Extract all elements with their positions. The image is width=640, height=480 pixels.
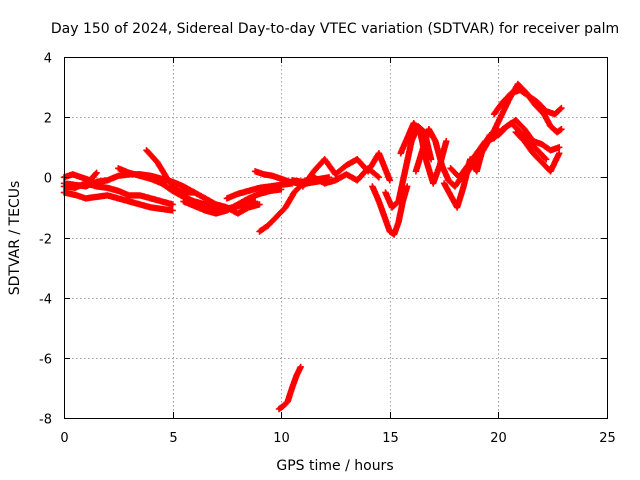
series-arc-25 bbox=[527, 95, 565, 136]
y-axis-label: SDTVAR / TECUs bbox=[7, 181, 23, 296]
y-tick-label: -6 bbox=[39, 353, 52, 368]
x-tick-label: 0 bbox=[60, 431, 68, 446]
data-point-markers bbox=[527, 95, 565, 136]
data-markers bbox=[60, 80, 565, 413]
series-arc-10 bbox=[223, 180, 296, 202]
x-tick-label: 25 bbox=[599, 431, 616, 446]
data-point-markers bbox=[180, 186, 285, 217]
series-arc-12 bbox=[275, 363, 304, 413]
data-point-markers bbox=[288, 165, 383, 187]
x-tick-label: 20 bbox=[490, 431, 507, 446]
x-tick-label: 15 bbox=[382, 431, 399, 446]
grid bbox=[64, 57, 607, 418]
x-tick-label: 5 bbox=[169, 431, 177, 446]
axis-ticks: 0 5 10 15 20 25 -8 -6 -4 -2 0 2 4 bbox=[39, 52, 616, 447]
series-arc-18 bbox=[412, 126, 465, 190]
y-tick-label: -4 bbox=[39, 293, 52, 308]
data-point-markers bbox=[412, 126, 465, 190]
y-tick-label: -8 bbox=[39, 413, 52, 428]
series-arc-23 bbox=[495, 117, 563, 154]
y-tick-label: 4 bbox=[44, 52, 52, 67]
x-axis-label: GPS time / hours bbox=[276, 458, 393, 474]
series-arc-14 bbox=[288, 165, 383, 187]
chart-title: Day 150 of 2024, Sidereal Day-to-day VTE… bbox=[51, 21, 619, 37]
y-tick-label: -2 bbox=[39, 233, 52, 248]
series-arc-15 bbox=[369, 183, 411, 238]
series-arc-24 bbox=[512, 129, 563, 175]
data-point-markers bbox=[495, 117, 563, 154]
y-tick-label: 0 bbox=[44, 172, 52, 187]
x-tick-label: 10 bbox=[273, 431, 290, 446]
data-point-markers bbox=[275, 363, 304, 413]
y-tick-label: 2 bbox=[44, 112, 52, 127]
data-point-markers bbox=[512, 129, 563, 175]
data-point-markers bbox=[223, 180, 296, 202]
series-arc-8 bbox=[180, 186, 285, 217]
data-point-markers bbox=[369, 183, 411, 238]
